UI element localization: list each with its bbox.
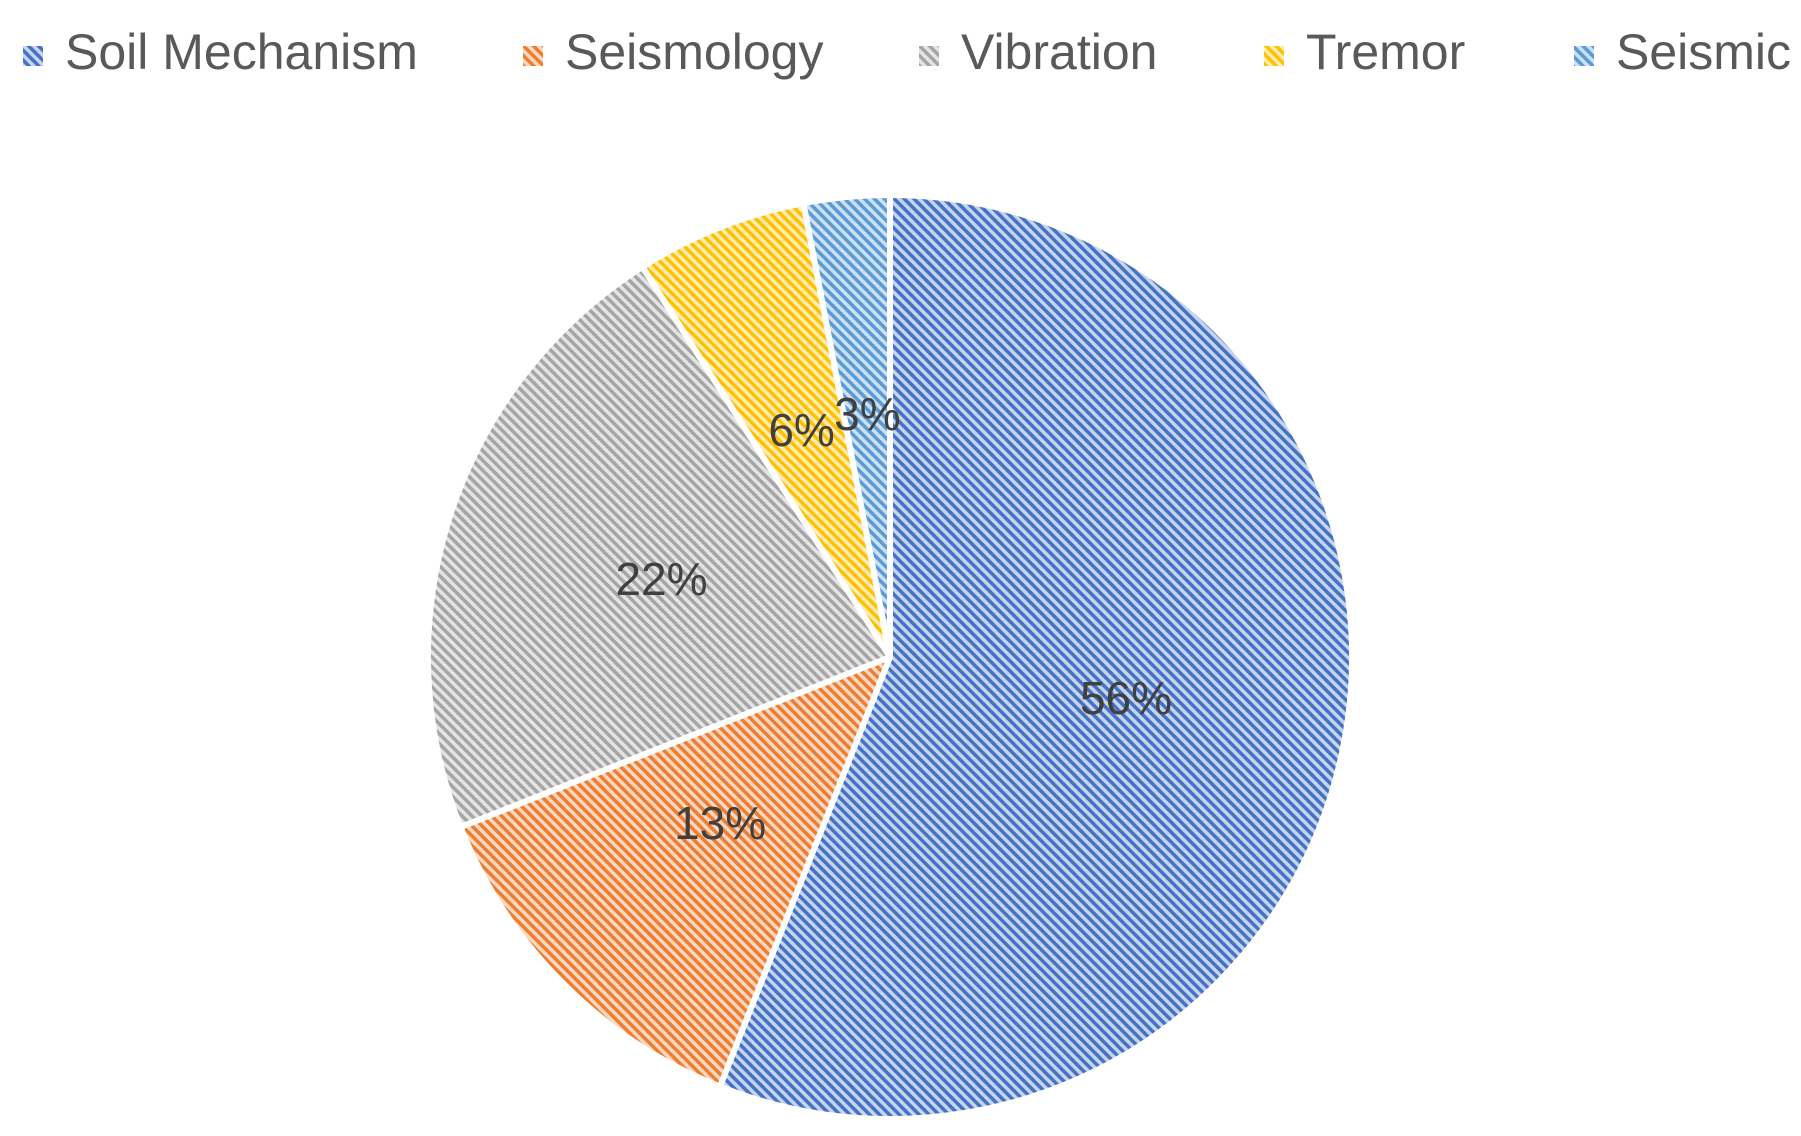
pie-slice [800,192,893,660]
data-label: 3% [834,388,900,440]
pie-slice [639,200,893,660]
legend-marker [1574,46,1594,66]
legend-label: Soil Mechanism [65,24,418,80]
legend-label: Tremor [1306,24,1465,80]
data-label: 56% [1080,672,1172,724]
legend-marker [1264,46,1284,66]
legend-marker [523,46,543,66]
legend-label: Seismic [1616,24,1791,80]
legend-label: Vibration [961,24,1157,80]
legend-marker [23,46,43,66]
legend-label: Seismology [565,24,823,80]
pie-slice [425,263,893,831]
data-label: 13% [674,797,766,849]
data-label: 6% [768,404,834,456]
pie-slice [716,192,1355,1122]
legend-marker [919,46,939,66]
pie-slice [457,654,893,1090]
data-label: 22% [615,553,707,605]
